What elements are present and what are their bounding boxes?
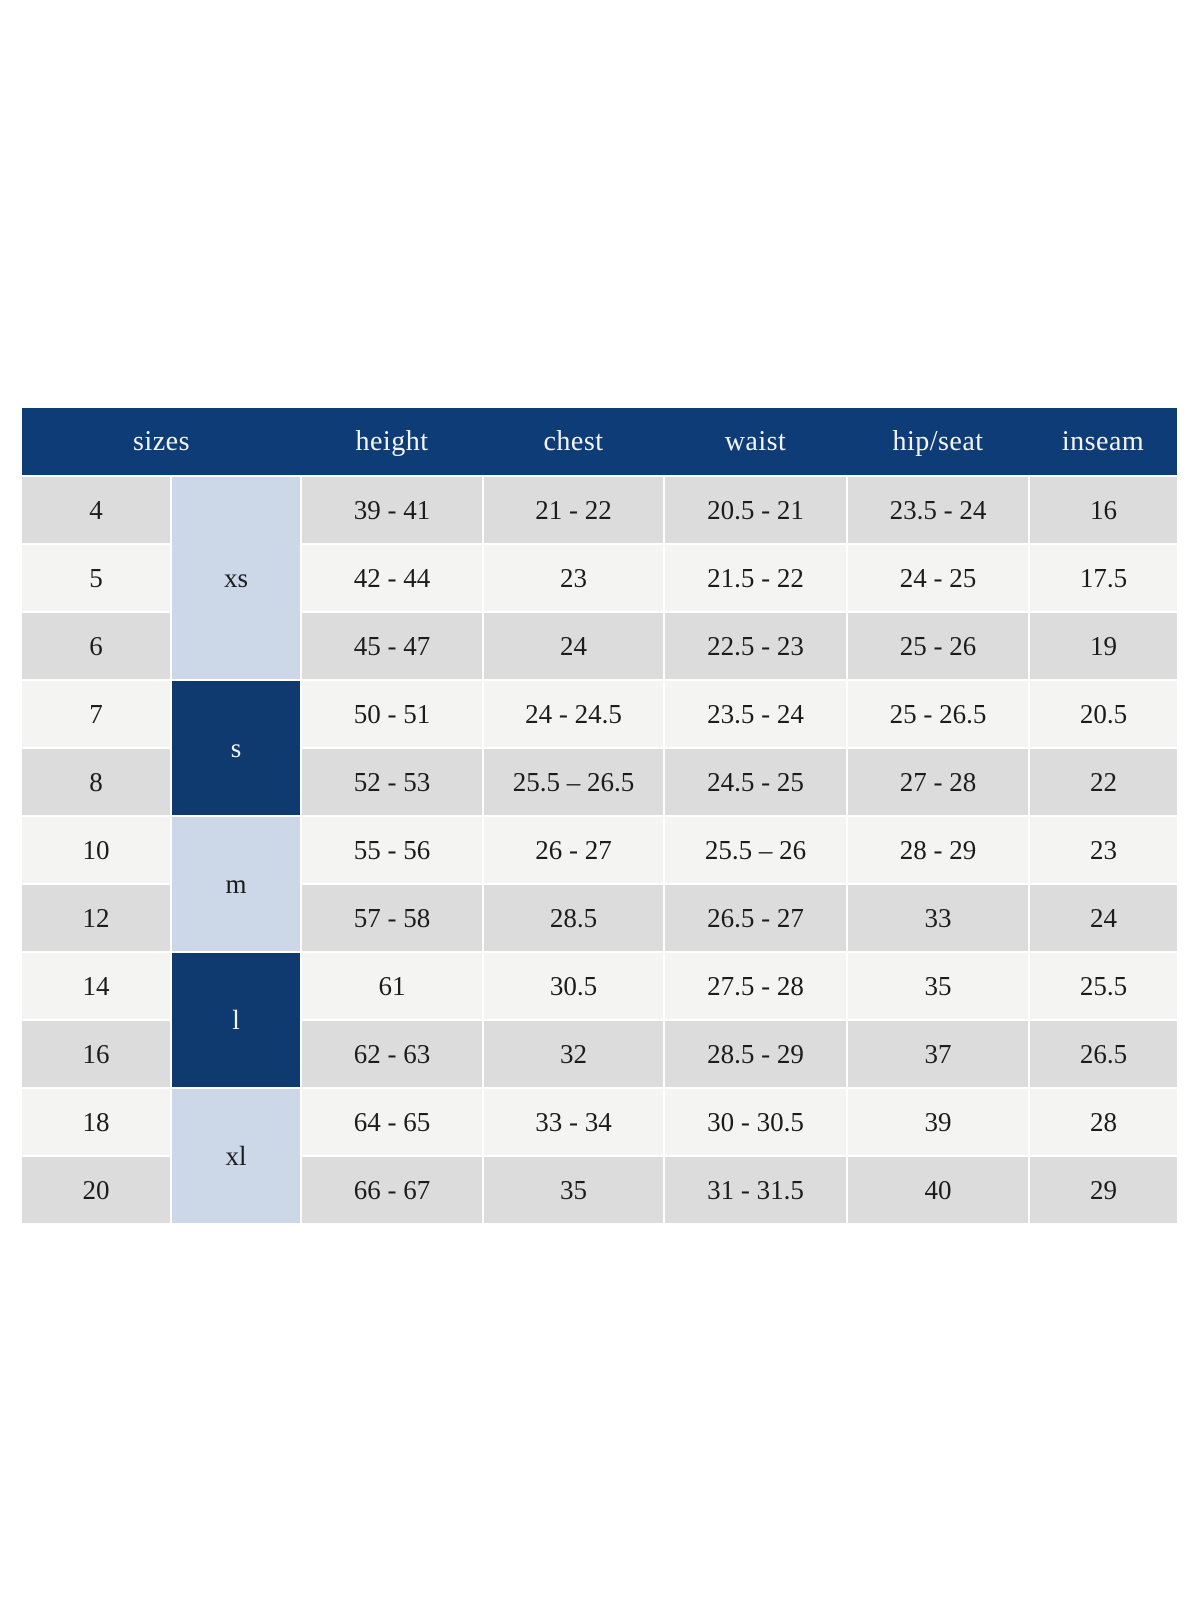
chest-cell: 35	[484, 1157, 663, 1223]
size-group-cell-s: s	[172, 681, 300, 815]
chest-cell: 21 - 22	[484, 477, 663, 543]
height-cell: 62 - 63	[302, 1021, 482, 1087]
inseam-cell: 25.5	[1030, 953, 1177, 1019]
height-cell: 55 - 56	[302, 817, 482, 883]
chest-cell: 24 - 24.5	[484, 681, 663, 747]
chest-cell: 24	[484, 613, 663, 679]
hip-seat-cell: 25 - 26.5	[848, 681, 1028, 747]
chest-cell: 28.5	[484, 885, 663, 951]
height-cell: 52 - 53	[302, 749, 482, 815]
size-cell: 16	[22, 1021, 170, 1087]
size-cell: 6	[22, 613, 170, 679]
size-group-cell-xl: xl	[172, 1089, 300, 1223]
waist-cell: 30 - 30.5	[665, 1089, 846, 1155]
hip-seat-cell: 28 - 29	[848, 817, 1028, 883]
inseam-cell: 23	[1030, 817, 1177, 883]
header-chest: chest	[543, 425, 604, 457]
hip-seat-cell: 35	[848, 953, 1028, 1019]
hip-seat-cell: 40	[848, 1157, 1028, 1223]
inseam-cell: 22	[1030, 749, 1177, 815]
inseam-cell: 26.5	[1030, 1021, 1177, 1087]
inseam-cell: 19	[1030, 613, 1177, 679]
chest-cell: 30.5	[484, 953, 663, 1019]
size-cell: 7	[22, 681, 170, 747]
chest-cell: 23	[484, 545, 663, 611]
header-hip-seat: hip/seat	[892, 425, 984, 457]
waist-cell: 25.5 – 26	[665, 817, 846, 883]
waist-cell: 26.5 - 27	[665, 885, 846, 951]
waist-cell: 28.5 - 29	[665, 1021, 846, 1087]
height-cell: 50 - 51	[302, 681, 482, 747]
chest-cell: 33 - 34	[484, 1089, 663, 1155]
waist-cell: 24.5 - 25	[665, 749, 846, 815]
size-cell: 5	[22, 545, 170, 611]
size-group-cell-l: l	[172, 953, 300, 1087]
height-cell: 61	[302, 953, 482, 1019]
hip-seat-cell: 37	[848, 1021, 1028, 1087]
waist-cell: 31 - 31.5	[665, 1157, 846, 1223]
header-height: height	[355, 425, 429, 457]
header-sizes: sizes	[133, 425, 190, 457]
height-cell: 42 - 44	[302, 545, 482, 611]
size-cell: 4	[22, 477, 170, 543]
size-cell: 20	[22, 1157, 170, 1223]
size-cell: 18	[22, 1089, 170, 1155]
waist-cell: 27.5 - 28	[665, 953, 846, 1019]
height-cell: 64 - 65	[302, 1089, 482, 1155]
size-cell: 8	[22, 749, 170, 815]
inseam-cell: 29	[1030, 1157, 1177, 1223]
hip-seat-cell: 33	[848, 885, 1028, 951]
height-cell: 66 - 67	[302, 1157, 482, 1223]
chest-cell: 32	[484, 1021, 663, 1087]
waist-cell: 23.5 - 24	[665, 681, 846, 747]
inseam-cell: 16	[1030, 477, 1177, 543]
height-cell: 57 - 58	[302, 885, 482, 951]
header-inseam: inseam	[1061, 425, 1145, 457]
inseam-cell: 17.5	[1030, 545, 1177, 611]
hip-seat-cell: 23.5 - 24	[848, 477, 1028, 543]
hip-seat-cell: 39	[848, 1089, 1028, 1155]
size-cell: 12	[22, 885, 170, 951]
hip-seat-cell: 24 - 25	[848, 545, 1028, 611]
chest-cell: 26 - 27	[484, 817, 663, 883]
inseam-cell: 24	[1030, 885, 1177, 951]
hip-seat-cell: 27 - 28	[848, 749, 1028, 815]
size-cell: 14	[22, 953, 170, 1019]
size-group-cell-xs: xs	[172, 477, 300, 679]
size-group-cell-m: m	[172, 817, 300, 951]
header-waist: waist	[724, 425, 787, 457]
waist-cell: 22.5 - 23	[665, 613, 846, 679]
table-header: sizes height chest waist hip/seat inseam	[22, 408, 1177, 475]
inseam-cell: 28	[1030, 1089, 1177, 1155]
height-cell: 39 - 41	[302, 477, 482, 543]
inseam-cell: 20.5	[1030, 681, 1177, 747]
waist-cell: 21.5 - 22	[665, 545, 846, 611]
waist-cell: 20.5 - 21	[665, 477, 846, 543]
chest-cell: 25.5 – 26.5	[484, 749, 663, 815]
size-cell: 10	[22, 817, 170, 883]
height-cell: 45 - 47	[302, 613, 482, 679]
size-chart-table: sizes height chest waist hip/seat inseam…	[22, 408, 1177, 1223]
hip-seat-cell: 25 - 26	[848, 613, 1028, 679]
